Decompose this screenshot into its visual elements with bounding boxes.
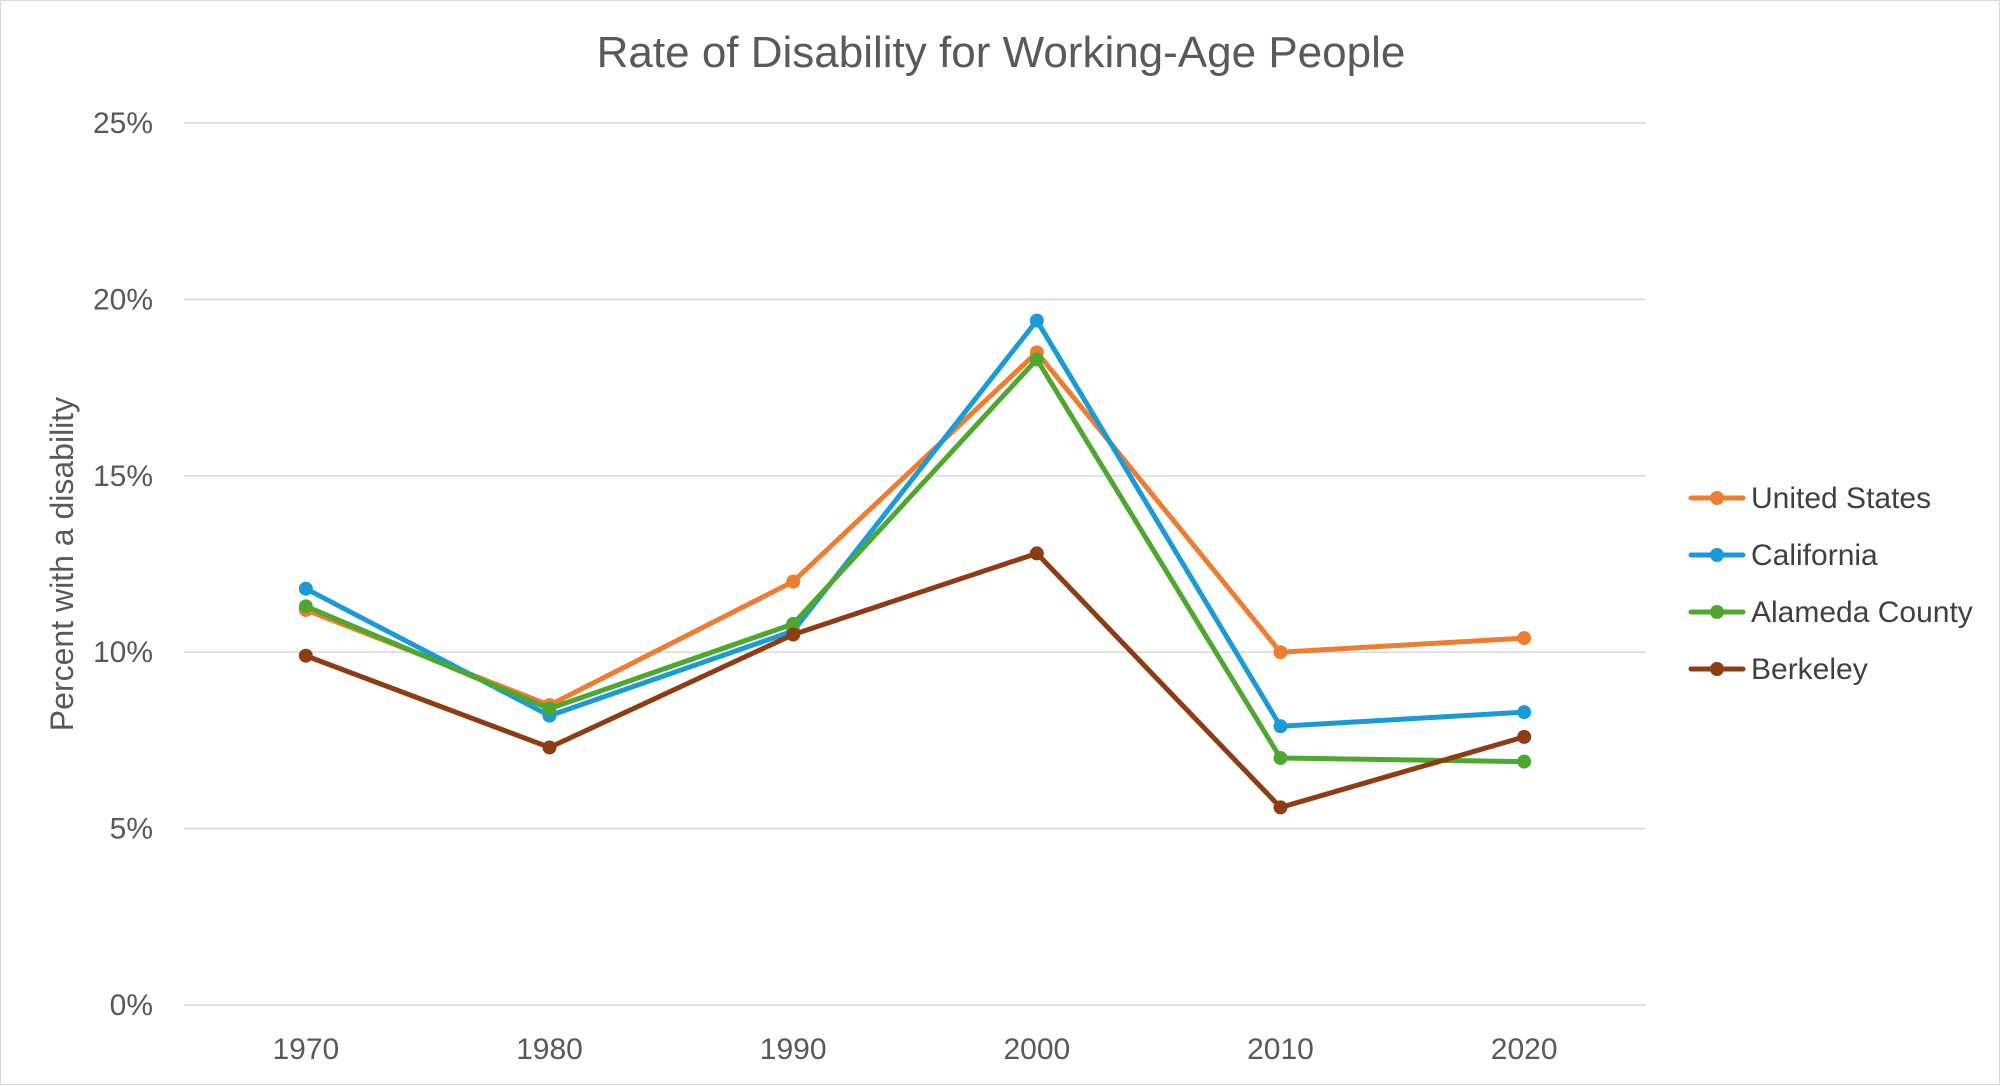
- data-point-united-states: [1273, 645, 1288, 660]
- data-point-alameda-county: [1517, 754, 1532, 769]
- y-tick-label: 15%: [93, 460, 153, 493]
- data-point-california: [1273, 719, 1288, 734]
- x-tick-label: 1980: [516, 1033, 583, 1066]
- series-line-berkeley: [303, 550, 1527, 810]
- legend-label: Berkeley: [1751, 653, 1868, 686]
- x-axis-ticks: 1970 1980 1990 2000 2010 2020: [272, 1033, 1557, 1066]
- x-tick-label: 1990: [760, 1033, 827, 1066]
- legend-label: California: [1751, 539, 1878, 572]
- data-point-alameda-county: [1029, 352, 1044, 367]
- y-axis-label: Percent with a disability: [44, 397, 80, 731]
- data-point-united-states: [786, 574, 801, 589]
- series-berkeley: [298, 546, 1532, 815]
- data-point-berkeley: [542, 740, 557, 755]
- y-tick-label: 10%: [93, 636, 153, 669]
- legend-swatch-marker: [1710, 662, 1724, 676]
- legend-swatch-marker: [1710, 491, 1724, 505]
- data-point-california: [1517, 705, 1532, 720]
- gridlines: [184, 122, 1646, 1006]
- data-point-united-states: [1517, 631, 1532, 646]
- x-tick-label: 2000: [1003, 1033, 1070, 1066]
- y-tick-label: 5%: [110, 813, 153, 846]
- data-point-california: [1029, 313, 1044, 328]
- series-layer: [298, 313, 1532, 815]
- data-point-berkeley: [786, 627, 801, 642]
- legend-item-california: California: [1688, 539, 1878, 572]
- x-tick-label: 1970: [272, 1033, 339, 1066]
- y-tick-label: 20%: [93, 283, 153, 316]
- legend-swatch-marker: [1710, 548, 1724, 562]
- legend-item-alameda-county: Alameda County: [1688, 596, 1973, 629]
- legend-item-united-states: United States: [1688, 482, 1931, 515]
- legend: United States California Alameda County Ber…: [1688, 482, 1973, 686]
- data-point-berkeley: [298, 648, 313, 663]
- x-tick-label: 2020: [1491, 1033, 1558, 1066]
- series-united-states: [298, 345, 1532, 713]
- legend-item-berkeley: Berkeley: [1688, 653, 1868, 686]
- data-point-alameda-county: [542, 701, 557, 716]
- data-point-berkeley: [1029, 546, 1044, 561]
- data-point-alameda-county: [298, 599, 313, 614]
- data-point-california: [298, 581, 313, 596]
- chart-title: Rate of Disability for Working-Age Peopl…: [597, 28, 1406, 77]
- y-axis-ticks: 0% 5% 10% 15% 20% 25%: [93, 107, 153, 1022]
- data-point-alameda-county: [1273, 751, 1288, 766]
- y-tick-label: 0%: [110, 989, 153, 1022]
- legend-swatch-marker: [1710, 605, 1724, 619]
- x-tick-label: 2010: [1247, 1033, 1314, 1066]
- legend-label: Alameda County: [1751, 596, 1973, 629]
- y-tick-label: 25%: [93, 107, 153, 140]
- data-point-berkeley: [1517, 729, 1532, 744]
- series-california: [298, 313, 1532, 734]
- data-point-berkeley: [1273, 800, 1288, 815]
- series-alameda-county: [298, 352, 1532, 769]
- series-line-alameda-county: [303, 356, 1527, 765]
- series-line-california: [303, 318, 1527, 729]
- legend-label: United States: [1751, 482, 1931, 515]
- data-point-alameda-county: [786, 616, 801, 631]
